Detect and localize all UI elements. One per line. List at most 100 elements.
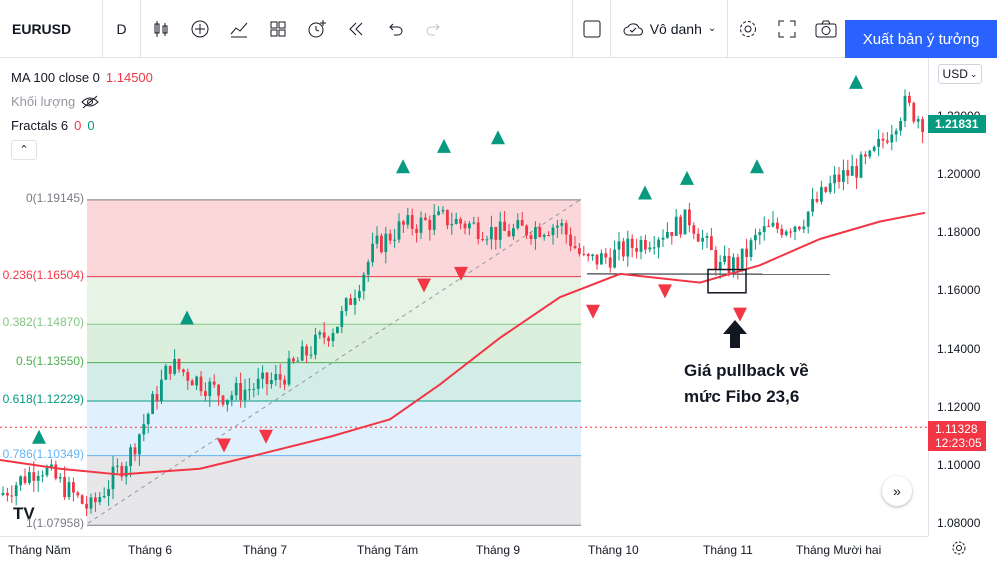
candle-body xyxy=(789,231,792,233)
candle-body xyxy=(296,360,300,362)
candle-body xyxy=(32,472,36,481)
candle-body xyxy=(446,209,449,226)
interval-button[interactable]: D xyxy=(103,0,141,58)
fractals-legend-row[interactable]: Fractals 6 0 0 xyxy=(11,114,153,138)
candle-body xyxy=(340,311,344,327)
layout-icon[interactable] xyxy=(258,0,297,58)
collapse-legend-button[interactable]: ⌃ xyxy=(11,140,37,160)
candle-body xyxy=(151,394,154,414)
publish-idea-button[interactable]: Xuất bản ý tưởng xyxy=(845,20,997,58)
chart-type-icon[interactable] xyxy=(219,0,258,58)
candle-body xyxy=(881,138,885,141)
candle-body xyxy=(80,495,84,504)
layout-name-button[interactable]: Vô danh ⌄ xyxy=(610,0,728,58)
candle-body xyxy=(89,497,93,509)
candle-body xyxy=(617,241,621,250)
candle-body xyxy=(54,464,58,479)
candle-body xyxy=(534,227,537,239)
candle-body xyxy=(503,221,506,231)
settings-icon[interactable] xyxy=(728,0,767,58)
candle-body xyxy=(551,227,555,236)
bar-style-icon[interactable] xyxy=(141,0,180,58)
candle-body xyxy=(754,235,757,241)
candle-body xyxy=(877,138,880,147)
candle-body xyxy=(525,225,528,236)
candle-body xyxy=(573,246,577,249)
candle-body xyxy=(353,297,357,305)
candle-body xyxy=(855,166,858,178)
candle-body xyxy=(23,476,27,483)
price-chart[interactable] xyxy=(0,58,928,536)
fractal-down-marker xyxy=(658,284,672,299)
candle-body xyxy=(98,497,102,503)
select-box-icon[interactable] xyxy=(572,0,610,58)
candle-body xyxy=(705,236,709,238)
candle-body xyxy=(204,391,207,397)
candle-body xyxy=(261,372,264,379)
fullscreen-icon[interactable] xyxy=(767,0,806,58)
alert-icon[interactable] xyxy=(297,0,336,58)
add-indicator-icon[interactable] xyxy=(180,0,219,58)
candle-body xyxy=(116,465,119,467)
candle-body xyxy=(806,211,810,227)
candle-body xyxy=(305,346,308,356)
candle-body xyxy=(76,492,80,496)
currency-selector[interactable]: USD ⌄ xyxy=(938,64,982,84)
candle-body xyxy=(437,211,440,215)
fractal-down-marker xyxy=(217,438,231,453)
candle-body xyxy=(476,222,480,240)
scroll-to-realtime-button[interactable]: » xyxy=(882,476,912,506)
candle-body xyxy=(1,492,5,495)
fractal-up-marker xyxy=(849,74,863,89)
candle-body xyxy=(586,253,590,257)
candle-body xyxy=(195,376,198,386)
candle-body xyxy=(300,346,304,361)
candle-body xyxy=(674,216,678,236)
fib-trend-line xyxy=(87,199,581,524)
axis-settings-icon[interactable] xyxy=(951,540,967,561)
undo-icon[interactable] xyxy=(375,0,414,58)
candle-body xyxy=(362,274,366,292)
candle-body xyxy=(58,477,62,479)
candle-body xyxy=(732,257,735,274)
eye-hidden-icon[interactable] xyxy=(81,95,99,109)
volume-legend-row[interactable]: Khối lượng xyxy=(11,90,153,114)
candle-body xyxy=(190,380,194,386)
candle-body xyxy=(327,337,330,342)
candle-body xyxy=(107,489,110,496)
candle-body xyxy=(595,254,599,265)
ma-legend-row[interactable]: MA 100 close 0 1.14500 xyxy=(11,66,153,90)
candle-body xyxy=(512,228,515,237)
candle-body xyxy=(393,239,396,241)
time-tick-label: Tháng 9 xyxy=(476,543,521,557)
redo-icon[interactable] xyxy=(414,0,453,58)
candle-body xyxy=(50,464,53,468)
candle-body xyxy=(824,187,828,192)
price-axis[interactable]: 1.220001.200001.180001.160001.140001.120… xyxy=(928,58,997,536)
layout-name-label: Vô danh xyxy=(649,20,702,37)
symbol-search-button[interactable]: EURUSD xyxy=(0,0,103,58)
fib-zone xyxy=(87,455,581,526)
candle-body xyxy=(120,465,124,477)
candle-body xyxy=(736,257,740,269)
time-axis[interactable]: Tháng Năm Tháng 6 Tháng 7 Tháng Tám Tháng 9 T… xyxy=(0,536,928,564)
candle-body xyxy=(168,365,172,374)
candle-body xyxy=(94,497,97,503)
tradingview-logo[interactable]: TV xyxy=(13,504,35,523)
fib-level-label: 0.786(1.10349) xyxy=(2,446,84,461)
candle-body xyxy=(371,243,374,263)
fractal-down-marker xyxy=(586,304,600,319)
candle-body xyxy=(542,235,546,237)
camera-icon[interactable] xyxy=(806,0,845,58)
candle-body xyxy=(815,198,819,202)
candle-body xyxy=(679,216,682,235)
candle-body xyxy=(410,215,414,229)
time-tick-label: Tháng Năm xyxy=(8,543,71,557)
candle-body xyxy=(292,358,295,362)
candle-body xyxy=(498,221,502,240)
candle-body xyxy=(336,326,339,334)
candle-body xyxy=(578,248,581,254)
replay-icon[interactable] xyxy=(336,0,375,58)
candle-body xyxy=(811,198,814,212)
double-chevron-right-icon: » xyxy=(893,483,901,499)
